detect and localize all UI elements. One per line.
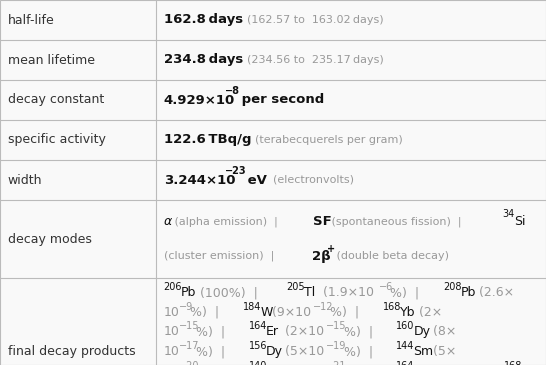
Text: SF: SF — [313, 215, 331, 228]
Text: −17: −17 — [179, 341, 199, 351]
Text: +: + — [327, 243, 335, 254]
Text: %)  |: %) | — [390, 286, 428, 299]
Text: (electronvolts): (electronvolts) — [266, 175, 354, 185]
Text: 140: 140 — [248, 361, 267, 365]
Text: 162.8 days: 162.8 days — [164, 14, 243, 27]
Text: %)  |: %) | — [190, 306, 227, 319]
Text: −21: −21 — [326, 361, 347, 365]
Text: W: W — [260, 306, 272, 319]
Text: decay modes: decay modes — [8, 233, 92, 246]
Text: 208: 208 — [443, 282, 461, 292]
Text: (234.56 to  235.17 days): (234.56 to 235.17 days) — [240, 55, 384, 65]
Text: 206: 206 — [164, 282, 182, 292]
Text: (1.9×10: (1.9×10 — [319, 286, 373, 299]
Text: −15: −15 — [179, 322, 199, 331]
Text: 10: 10 — [164, 326, 180, 338]
Text: 10: 10 — [164, 345, 180, 358]
Text: specific activity: specific activity — [8, 134, 106, 146]
Text: (double beta decay): (double beta decay) — [333, 251, 449, 261]
Text: −8: −8 — [225, 86, 240, 96]
Text: (terabecquerels per gram): (terabecquerels per gram) — [248, 135, 402, 145]
Text: −12: −12 — [313, 302, 333, 312]
Text: Dy: Dy — [266, 345, 283, 358]
Text: 205: 205 — [286, 282, 305, 292]
Text: 10: 10 — [164, 306, 180, 319]
Text: width: width — [8, 173, 42, 187]
Text: α: α — [164, 215, 172, 228]
Text: %)  |: %) | — [343, 326, 381, 338]
Text: (spontaneous fission)  |: (spontaneous fission) | — [328, 216, 468, 227]
Text: final decay products: final decay products — [8, 345, 135, 358]
Text: (9×10: (9×10 — [268, 306, 311, 319]
Text: −20: −20 — [179, 361, 199, 365]
Text: Sm: Sm — [414, 345, 434, 358]
Text: (alpha emission)  |: (alpha emission) | — [171, 216, 284, 227]
Text: %)  |: %) | — [330, 306, 367, 319]
Text: Tl: Tl — [304, 286, 315, 299]
Text: Dy: Dy — [414, 326, 431, 338]
Text: −9: −9 — [179, 302, 193, 312]
Text: Pb: Pb — [460, 286, 476, 299]
Text: 4.929×10: 4.929×10 — [164, 93, 235, 107]
Text: half-life: half-life — [8, 14, 55, 27]
Text: (100%)  |: (100%) | — [196, 286, 266, 299]
Text: 122.6 TBq/g: 122.6 TBq/g — [164, 134, 251, 146]
Text: 234.8 days: 234.8 days — [164, 54, 243, 66]
Text: Yb: Yb — [400, 306, 416, 319]
Text: 168: 168 — [383, 302, 401, 312]
Text: per second: per second — [237, 93, 324, 107]
Text: 164: 164 — [396, 361, 414, 365]
Text: (162.57 to  163.02 days): (162.57 to 163.02 days) — [240, 15, 384, 25]
Text: 168: 168 — [503, 361, 522, 365]
Text: 164: 164 — [248, 322, 267, 331]
Text: (8×: (8× — [429, 326, 456, 338]
Text: mean lifetime: mean lifetime — [8, 54, 95, 66]
Text: decay constant: decay constant — [8, 93, 104, 107]
Text: 160: 160 — [396, 322, 414, 331]
Text: %)  |: %) | — [196, 345, 233, 358]
Text: Er: Er — [266, 326, 279, 338]
Text: Pb: Pb — [181, 286, 197, 299]
Text: −15: −15 — [326, 322, 347, 331]
Text: 156: 156 — [248, 341, 267, 351]
Text: %)  |: %) | — [196, 326, 233, 338]
Text: (5×10: (5×10 — [281, 345, 324, 358]
Text: 3.244×10: 3.244×10 — [164, 173, 235, 187]
Text: 34: 34 — [502, 209, 514, 219]
Text: −6: −6 — [378, 282, 393, 292]
Text: −19: −19 — [326, 341, 347, 351]
Text: (2×: (2× — [416, 306, 442, 319]
Text: 184: 184 — [243, 302, 261, 312]
Text: (5×: (5× — [429, 345, 456, 358]
Text: (cluster emission)  |: (cluster emission) | — [164, 251, 281, 261]
Text: Si: Si — [514, 215, 525, 228]
Text: eV: eV — [243, 173, 267, 187]
Text: 144: 144 — [396, 341, 414, 351]
Text: 2β: 2β — [312, 250, 330, 263]
Text: %)  |: %) | — [343, 345, 381, 358]
Text: (2.6×: (2.6× — [475, 286, 514, 299]
Text: (2×10: (2×10 — [281, 326, 324, 338]
Text: −23: −23 — [225, 166, 246, 176]
